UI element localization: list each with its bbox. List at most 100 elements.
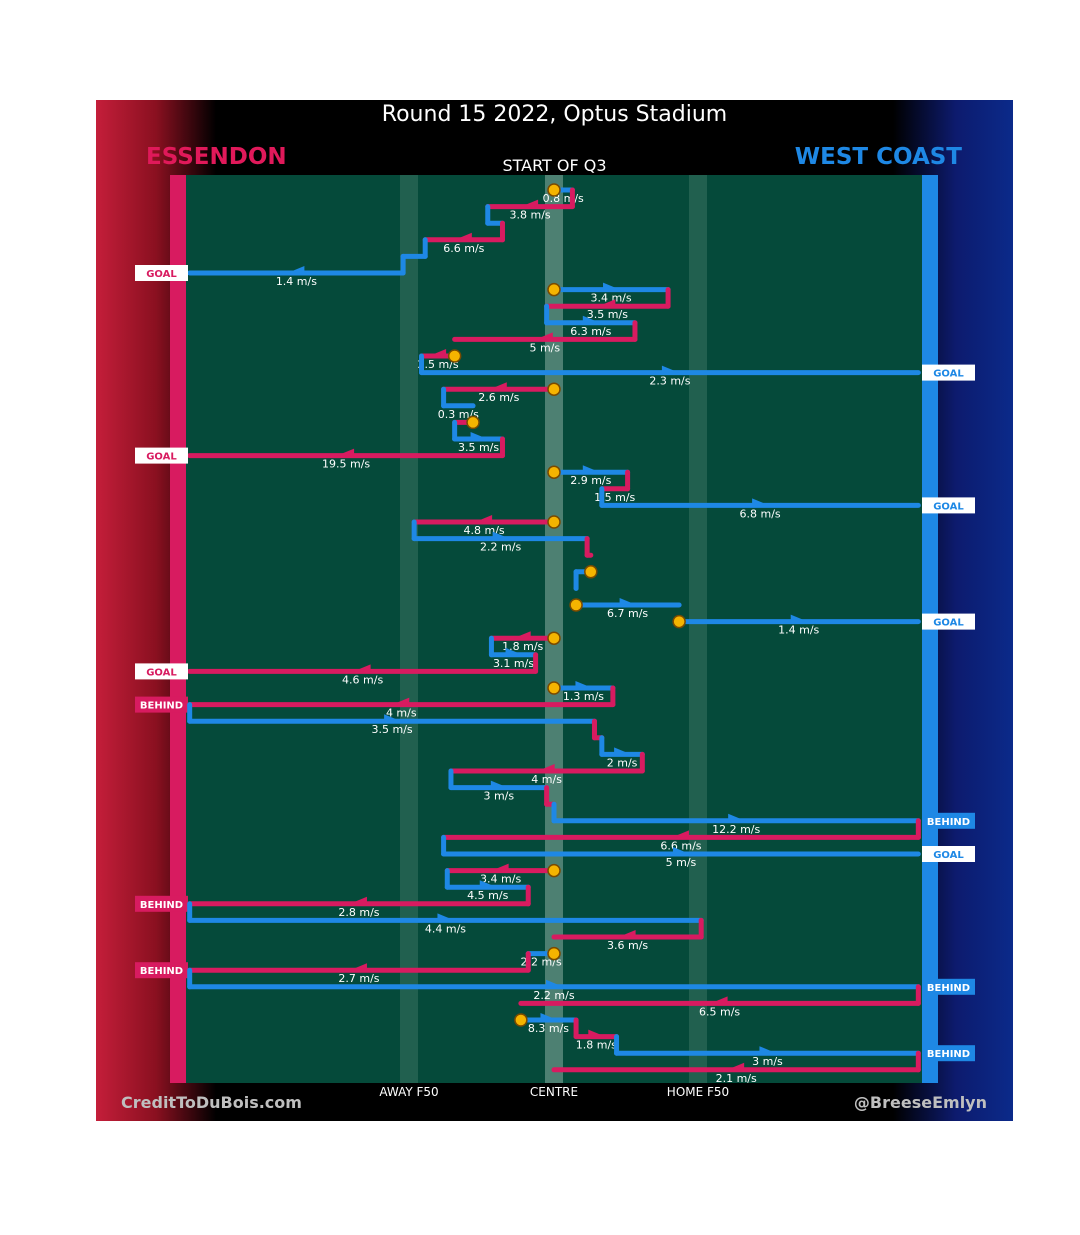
direction-arrow: [437, 913, 455, 922]
speed-label: 6.8 m/s: [740, 507, 781, 520]
speed-label: 2.7 m/s: [338, 972, 379, 985]
speed-label: 4 m/s: [531, 773, 562, 786]
outcome-badge: [135, 447, 188, 464]
speed-label: 4 m/s: [386, 707, 417, 720]
speed-label: 6.7 m/s: [607, 607, 648, 620]
direction-arrow: [537, 764, 555, 772]
speed-label: 2.5 m/s: [418, 358, 459, 371]
speed-label: 3.5 m/s: [587, 308, 628, 321]
outcome-label: GOAL: [146, 452, 177, 463]
team-label-west-coast: WEST COAST: [794, 144, 962, 170]
outcome-badge: [922, 978, 975, 995]
chain-start-marker: [547, 382, 561, 396]
home-f50-line: [689, 175, 707, 1083]
direction-arrow: [337, 448, 355, 457]
outcome-label: GOAL: [933, 369, 964, 380]
zone-label-home-f50: HOME F50: [666, 1085, 730, 1099]
direction-arrow: [619, 598, 637, 606]
speed-label: 2.9 m/s: [570, 474, 611, 487]
direction-arrow: [540, 1013, 558, 1021]
chain-start-marker: [447, 349, 462, 363]
outcome-label: BEHIND: [927, 983, 970, 994]
chain-start-marker: [569, 598, 583, 612]
chain-start-marker: [547, 465, 561, 479]
chart-subtitle: START OF Q3: [502, 156, 607, 175]
chart-title: Round 15 2022, Optus Stadium: [381, 102, 728, 127]
direction-arrow: [353, 664, 371, 673]
speed-label: 3.5 m/s: [458, 441, 499, 454]
speed-label: 2.6 m/s: [478, 391, 519, 404]
chain-start-marker: [547, 681, 561, 695]
direction-arrow: [710, 996, 728, 1005]
essendon-goal-post: [170, 175, 186, 1083]
speed-label: 6.3 m/s: [570, 325, 611, 338]
outcome-badge: [135, 696, 188, 713]
credit-website: CreditToDuBois.com: [121, 1093, 302, 1112]
speed-label: 3.1 m/s: [493, 657, 534, 670]
speed-label: 2.8 m/s: [338, 906, 379, 919]
direction-arrow: [384, 714, 402, 723]
direction-arrow: [287, 266, 305, 274]
direction-arrow: [349, 963, 367, 972]
outcome-badge: [922, 846, 975, 862]
direction-arrow: [491, 863, 509, 872]
speed-label: 12.2 m/s: [712, 823, 760, 836]
speed-label: 1.8 m/s: [576, 1039, 617, 1052]
speed-label: 2.2 m/s: [533, 989, 574, 1002]
direction-arrow: [454, 232, 472, 241]
speed-label: 8.3 m/s: [528, 1022, 569, 1035]
speed-label: 3.4 m/s: [590, 292, 631, 305]
direction-arrow: [489, 382, 507, 391]
direction-arrow: [618, 930, 636, 938]
speed-label: 1.4 m/s: [276, 275, 317, 288]
zone-label-away-f50: AWAY F50: [379, 1085, 439, 1099]
zone-label-centre: CENTRE: [529, 1085, 579, 1099]
direction-arrow: [349, 896, 367, 905]
speed-label: 19.5 m/s: [322, 458, 370, 471]
chain-start-marker: [547, 515, 561, 529]
outcome-label: GOAL: [933, 618, 964, 629]
chain-start-marker: [547, 631, 561, 645]
direction-arrow: [521, 199, 539, 208]
speed-label: 2.1 m/s: [716, 1072, 757, 1085]
chain-start-marker: [514, 1013, 528, 1027]
outcome-badge: [135, 895, 188, 912]
speed-label: 1.8 m/s: [502, 640, 543, 653]
chain-start-marker: [547, 183, 561, 197]
direction-arrow: [588, 1029, 606, 1038]
outcome-badge: [922, 364, 975, 381]
speed-label: 3 m/s: [483, 790, 514, 803]
direction-arrow: [490, 780, 508, 789]
speed-label: 6.6 m/s: [660, 839, 701, 852]
direction-arrow: [672, 847, 690, 855]
speed-label: 5 m/s: [666, 856, 697, 869]
direction-arrow: [546, 979, 563, 988]
speed-label: 3.8 m/s: [510, 209, 551, 222]
speed-label: 2 m/s: [607, 756, 638, 769]
outcome-label: BEHIND: [927, 1049, 970, 1060]
speed-label: 3.6 m/s: [607, 939, 648, 952]
direction-arrow: [575, 681, 593, 689]
direction-arrow: [535, 332, 553, 341]
credit-twitter: @BreeseEmlyn: [853, 1093, 987, 1112]
direction-arrow: [759, 1046, 777, 1055]
direction-arrow: [661, 365, 679, 374]
speed-label: 4.5 m/s: [467, 889, 508, 902]
outcome-label: GOAL: [933, 850, 964, 861]
direction-arrow: [598, 299, 616, 308]
speed-label: 6.5 m/s: [699, 1005, 740, 1018]
direction-arrow: [479, 880, 497, 889]
speed-label: 3 m/s: [752, 1055, 783, 1068]
speed-label: 4.4 m/s: [425, 922, 466, 935]
outcome-badge: [135, 265, 188, 281]
speed-label: 1.3 m/s: [563, 690, 604, 703]
speed-label: 1.4 m/s: [778, 624, 819, 637]
speed-label: 2.2 m/s: [480, 541, 521, 554]
chain-start-marker: [547, 946, 561, 961]
speed-label: 6.6 m/s: [443, 242, 484, 255]
speed-label: 2.3 m/s: [649, 375, 690, 388]
speed-label: 4.6 m/s: [342, 673, 383, 686]
direction-arrow: [505, 647, 523, 656]
outcome-label: GOAL: [146, 667, 177, 678]
